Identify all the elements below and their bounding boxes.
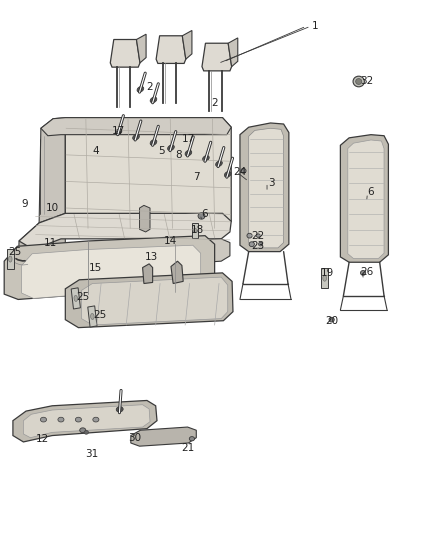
Ellipse shape <box>116 407 123 412</box>
Polygon shape <box>156 36 186 63</box>
Text: 1: 1 <box>312 21 318 31</box>
Polygon shape <box>143 264 152 284</box>
Polygon shape <box>65 118 231 229</box>
Polygon shape <box>140 205 150 232</box>
Polygon shape <box>182 30 192 59</box>
Text: 6: 6 <box>202 209 208 220</box>
Ellipse shape <box>91 313 94 319</box>
Ellipse shape <box>84 431 88 434</box>
Ellipse shape <box>323 275 326 281</box>
Text: 2: 2 <box>146 82 152 92</box>
Polygon shape <box>4 236 215 300</box>
Ellipse shape <box>93 417 99 422</box>
Ellipse shape <box>193 228 197 232</box>
Polygon shape <box>7 249 14 269</box>
Polygon shape <box>41 118 231 136</box>
Ellipse shape <box>75 417 81 422</box>
Polygon shape <box>240 123 289 252</box>
Ellipse shape <box>150 97 157 103</box>
Ellipse shape <box>133 134 139 140</box>
Polygon shape <box>110 39 140 67</box>
Ellipse shape <box>258 243 262 246</box>
Ellipse shape <box>353 76 364 87</box>
Text: 7: 7 <box>193 172 200 182</box>
Ellipse shape <box>249 242 254 247</box>
Polygon shape <box>249 128 284 248</box>
Polygon shape <box>39 118 65 225</box>
Ellipse shape <box>115 129 122 135</box>
Ellipse shape <box>202 156 209 161</box>
Text: 17: 17 <box>182 134 195 144</box>
Ellipse shape <box>40 417 46 422</box>
Ellipse shape <box>247 233 252 238</box>
Polygon shape <box>88 306 97 327</box>
Ellipse shape <box>356 78 362 84</box>
Ellipse shape <box>80 428 86 433</box>
Text: 11: 11 <box>44 238 57 247</box>
Text: 20: 20 <box>325 316 338 326</box>
Text: 3: 3 <box>268 177 275 188</box>
Text: 6: 6 <box>367 187 374 197</box>
Polygon shape <box>348 140 384 259</box>
Ellipse shape <box>360 270 366 275</box>
Polygon shape <box>21 245 201 298</box>
Ellipse shape <box>198 213 205 219</box>
Text: 5: 5 <box>158 146 165 156</box>
Ellipse shape <box>58 417 64 422</box>
Text: 10: 10 <box>46 203 59 213</box>
Ellipse shape <box>150 140 157 146</box>
Polygon shape <box>321 268 328 288</box>
Text: 25: 25 <box>8 247 21 256</box>
Text: 22: 22 <box>251 231 264 241</box>
Text: 25: 25 <box>76 292 89 302</box>
Polygon shape <box>171 261 183 284</box>
Polygon shape <box>21 239 230 273</box>
Text: 2: 2 <box>211 98 218 108</box>
Text: 8: 8 <box>176 150 182 160</box>
Ellipse shape <box>137 86 144 92</box>
Ellipse shape <box>185 150 192 156</box>
Ellipse shape <box>189 437 194 441</box>
Text: 32: 32 <box>360 77 373 86</box>
Polygon shape <box>71 288 81 309</box>
Polygon shape <box>137 34 146 63</box>
Text: 4: 4 <box>92 146 99 156</box>
Polygon shape <box>23 405 150 438</box>
Polygon shape <box>228 38 238 67</box>
Polygon shape <box>18 213 65 273</box>
Polygon shape <box>192 223 198 238</box>
Polygon shape <box>65 273 233 328</box>
Ellipse shape <box>9 256 12 262</box>
Ellipse shape <box>329 317 334 322</box>
Polygon shape <box>340 135 389 262</box>
Text: 26: 26 <box>360 267 373 277</box>
Text: 14: 14 <box>163 236 177 246</box>
Polygon shape <box>202 43 232 71</box>
Polygon shape <box>19 213 231 249</box>
Ellipse shape <box>74 295 78 302</box>
Text: 21: 21 <box>181 443 194 453</box>
Text: 19: 19 <box>321 268 334 278</box>
Polygon shape <box>131 427 196 446</box>
Polygon shape <box>13 400 157 442</box>
Polygon shape <box>81 277 228 325</box>
Ellipse shape <box>224 172 231 177</box>
Text: 9: 9 <box>21 199 28 209</box>
Ellipse shape <box>241 168 246 173</box>
Text: 17: 17 <box>112 126 125 136</box>
Text: 18: 18 <box>191 225 204 236</box>
Text: 24: 24 <box>233 167 247 177</box>
Text: 12: 12 <box>35 434 49 445</box>
Text: 13: 13 <box>145 252 158 262</box>
Ellipse shape <box>168 145 174 151</box>
Text: 31: 31 <box>85 449 98 458</box>
Text: 15: 15 <box>89 263 102 272</box>
Text: 25: 25 <box>94 310 107 320</box>
Text: 30: 30 <box>129 433 142 443</box>
Ellipse shape <box>256 234 260 238</box>
Text: 23: 23 <box>251 241 264 251</box>
Ellipse shape <box>215 161 223 167</box>
